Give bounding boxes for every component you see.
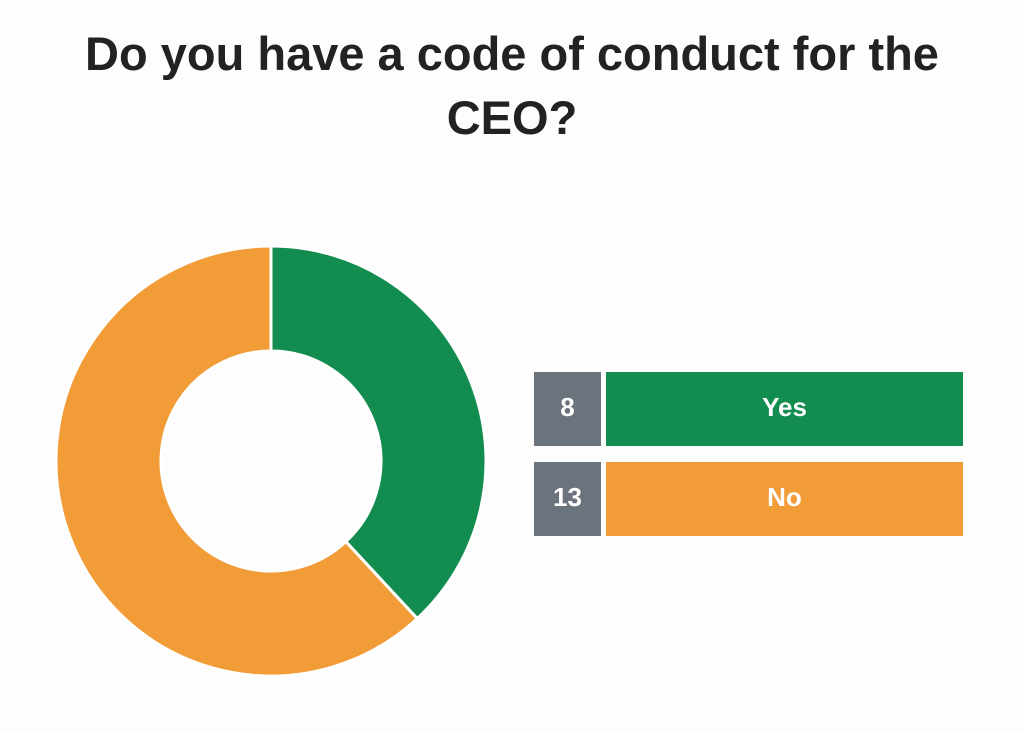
legend-label: No xyxy=(767,482,802,512)
legend-swatch xyxy=(606,462,963,536)
legend-count: 13 xyxy=(553,482,582,512)
legend-count-box xyxy=(534,462,601,536)
donut-slice xyxy=(269,244,488,621)
donut-slice xyxy=(54,244,420,678)
legend-swatch xyxy=(606,372,963,446)
legend-count: 8 xyxy=(560,392,574,422)
legend-count-box xyxy=(534,372,601,446)
legend-label: Yes xyxy=(762,392,807,422)
chart-title: Do you have a code of conduct for the CE… xyxy=(85,27,939,144)
